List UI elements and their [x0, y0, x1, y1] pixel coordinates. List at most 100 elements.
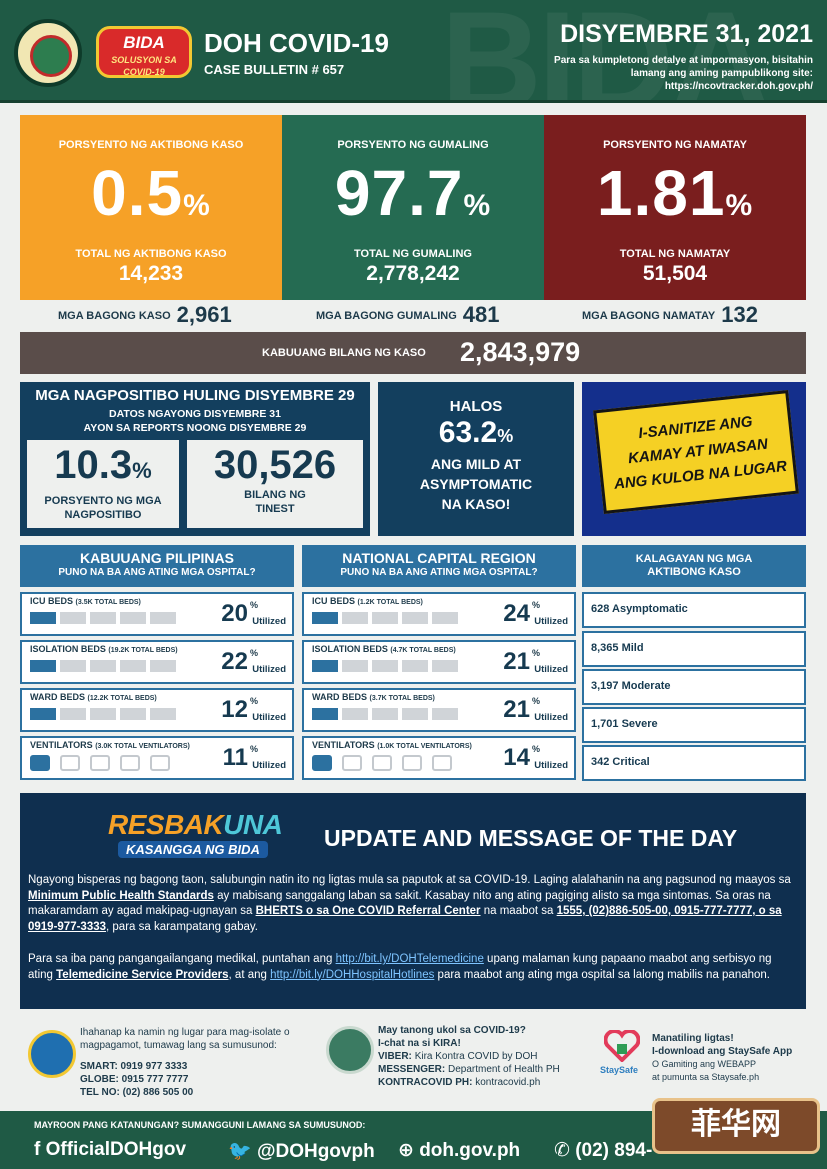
- utilization-segment: [342, 612, 368, 624]
- utilization-segment: [30, 660, 56, 672]
- kira-contacts: May tanong ukol sa COVID-19? I-chat na s…: [378, 1025, 560, 1088]
- staysafe-info: Manatiling ligtas! I-download ang StaySa…: [652, 1033, 793, 1082]
- header-bulletin: CASE BULLETIN # 657: [204, 62, 345, 77]
- ncr-ward-bars: [312, 708, 458, 720]
- total-cases-label: KABUUANG BILANG NG KASO: [262, 347, 426, 359]
- doh-seal-icon: [14, 19, 82, 87]
- utilization-segment: [312, 612, 338, 624]
- active-pct-label: PORSYENTO NG AKTIBONG KASO: [58, 139, 244, 151]
- utilization-segment: [120, 755, 140, 771]
- message-title: UPDATE AND MESSAGE OF THE DAY: [324, 825, 738, 851]
- utilization-segment: [90, 612, 116, 624]
- facebook-icon: f: [34, 1139, 41, 1160]
- utilization-segment: [432, 660, 458, 672]
- utilization-segment: [312, 755, 332, 771]
- new-recovered: MGA BAGONG GUMALING 481: [316, 302, 500, 327]
- ncr-icu-bars: [312, 612, 458, 624]
- utilization-segment: [150, 660, 176, 672]
- bida-solusyon-logo: BIDA SOLUSYON SA COVID-19: [96, 26, 192, 78]
- active-total-value: 14,233: [118, 262, 184, 285]
- positivity-title: MGA NAGPOSITIBO HULING DISYEMBRE 29: [35, 387, 355, 404]
- ph-ventilator-row: VENTILATORS (3.0K TOTAL VENTILATORS) 11%…: [20, 736, 294, 780]
- isolation-contacts: Ihahanap ka namin ng lugar para mag-isol…: [80, 1027, 290, 1098]
- utilization-segment: [150, 755, 170, 771]
- staysafe-logo: StaySafe: [600, 1065, 639, 1075]
- recovered-pct-label: PORSYENTO NG GUMALING: [337, 139, 489, 151]
- active-cases-panel: PORSYENTO NG AKTIBONG KASO 0.5% TOTAL NG…: [20, 115, 282, 300]
- new-deaths: MGA BAGONG NAMATAY 132: [582, 302, 758, 327]
- utilization-segment: [402, 660, 428, 672]
- utilization-segment: [402, 612, 428, 624]
- utilization-segment: [372, 660, 398, 672]
- recovered-total-label: TOTAL NG GUMALING: [354, 248, 472, 260]
- positivity-rate-box: 10.3% PORSYENTO NG MGA NAGPOSITIBO: [27, 440, 179, 528]
- recovered-pct-value: 97.7%: [334, 157, 492, 229]
- header-watermark-graphic: BIDA: [440, 0, 771, 103]
- new-cases: MGA BAGONG KASO 2,961: [58, 302, 232, 327]
- active-total-label: TOTAL NG AKTIBONG KASO: [75, 248, 227, 260]
- utilization-segment: [120, 660, 146, 672]
- ncr-ward-row: WARD BEDS (3.7K TOTAL BEDS) 21% Utilized: [302, 688, 576, 732]
- staysafe-heart-icon: [603, 1029, 641, 1063]
- hospital-hotlines-link[interactable]: http://bit.ly/DOHHospitalHotlines: [270, 968, 435, 981]
- total-cases-value: 2,843,979: [460, 337, 581, 367]
- utilization-segment: [60, 660, 86, 672]
- utilization-segment: [30, 708, 56, 720]
- utilization-segment: [90, 660, 116, 672]
- telemedicine-link[interactable]: http://bit.ly/DOHTelemedicine: [335, 953, 484, 965]
- phone-number: ✆ (02) 894-: [554, 1140, 653, 1161]
- message-paragraph-1: Ngayong bisperas ng bagong taon, salubun…: [28, 874, 791, 933]
- ncr-ventilator-row: VENTILATORS (1.0K TOTAL VENTILATORS) 14%…: [302, 736, 576, 780]
- utilization-segment: [402, 755, 422, 771]
- utilization-segment: [150, 612, 176, 624]
- utilization-segment: [60, 708, 86, 720]
- website-link[interactable]: ⊕ doh.gov.ph: [398, 1140, 521, 1161]
- header-note: Para sa kumpletong detalye at impormasyo…: [554, 55, 813, 92]
- resbakuna-logo: RESBAKUNA KASANGGA NG BIDA: [108, 809, 283, 858]
- ph-isolation-bars: [30, 660, 176, 672]
- ncr-isolation-bars: [312, 660, 458, 672]
- utilization-segment: [60, 755, 80, 771]
- utilization-segment: [312, 660, 338, 672]
- facebook-handle[interactable]: f OfficialDOHgov: [34, 1139, 187, 1160]
- ph-ward-row: WARD BEDS (12.2K TOTAL BEDS) 12% Utilized: [20, 688, 294, 732]
- kalagayan-severe: 1,701 Severe: [582, 707, 806, 743]
- utilization-segment: [432, 708, 458, 720]
- tested-count-box: 30,526 BILANG NG TINEST: [187, 440, 363, 528]
- utilization-segment: [372, 755, 392, 771]
- utilization-segment: [342, 755, 362, 771]
- utilization-segment: [372, 612, 398, 624]
- kira-avatar: [326, 1026, 374, 1074]
- ncr-hospital-header: NATIONAL CAPITAL REGION PUNO NA BA ANG AT…: [302, 545, 576, 587]
- utilization-segment: [342, 660, 368, 672]
- utilization-segment: [60, 612, 86, 624]
- ventilator-icon: [312, 755, 452, 771]
- ph-icu-bars: [30, 612, 176, 624]
- header-banner: BIDA BIDA SOLUSYON SA COVID-19 DOH COVID-…: [0, 0, 827, 103]
- deaths-total-label: TOTAL NG NAMATAY: [619, 248, 731, 260]
- kalagayan-header: KALAGAYAN NG MGA AKTIBONG KASO: [582, 545, 806, 587]
- footer-question: MAYROON PANG KATANUNGAN? SUMANGGUNI LAMA…: [34, 1120, 366, 1130]
- header-title: DOH COVID-19: [204, 28, 389, 58]
- deaths-panel: PORSYENTO NG NAMATAY 1.81% TOTAL NG NAMA…: [544, 115, 806, 300]
- twitter-handle[interactable]: 🐦 @DOHgovph: [228, 1141, 375, 1162]
- deaths-total-value: 51,504: [642, 262, 708, 285]
- kalagayan-moderate: 3,197 Moderate: [582, 669, 806, 705]
- ncr-icu-row: ICU BEDS (1.2K TOTAL BEDS) 24% Utilized: [302, 592, 576, 636]
- message-paragraph-2: Para sa iba pang pangangailangang medika…: [28, 953, 772, 981]
- utilization-segment: [342, 708, 368, 720]
- ncr-isolation-row: ISOLATION BEDS (4.7K TOTAL BEDS) 21% Util…: [302, 640, 576, 684]
- utilization-segment: [120, 708, 146, 720]
- ph-isolation-row: ISOLATION BEDS (19.2K TOTAL BEDS) 22% Uti…: [20, 640, 294, 684]
- utilization-segment: [432, 612, 458, 624]
- sanitize-reminder-graphic: I-SANITIZE ANG KAMAY AT IWASAN ANG KULOB N…: [582, 382, 806, 536]
- utilization-segment: [120, 612, 146, 624]
- utilization-segment: [312, 708, 338, 720]
- utilization-segment: [372, 708, 398, 720]
- one-covid-referral-logo: [28, 1030, 76, 1078]
- positivity-subtitle: DATOS NGAYONG DISYEMBRE 31 AYON SA REPORT…: [83, 408, 307, 434]
- utilization-segment: [402, 708, 428, 720]
- total-cases-bar: KABUUANG BILANG NG KASO 2,843,979: [20, 332, 806, 374]
- utilization-segment: [150, 708, 176, 720]
- deaths-pct-label: PORSYENTO NG NAMATAY: [603, 139, 747, 151]
